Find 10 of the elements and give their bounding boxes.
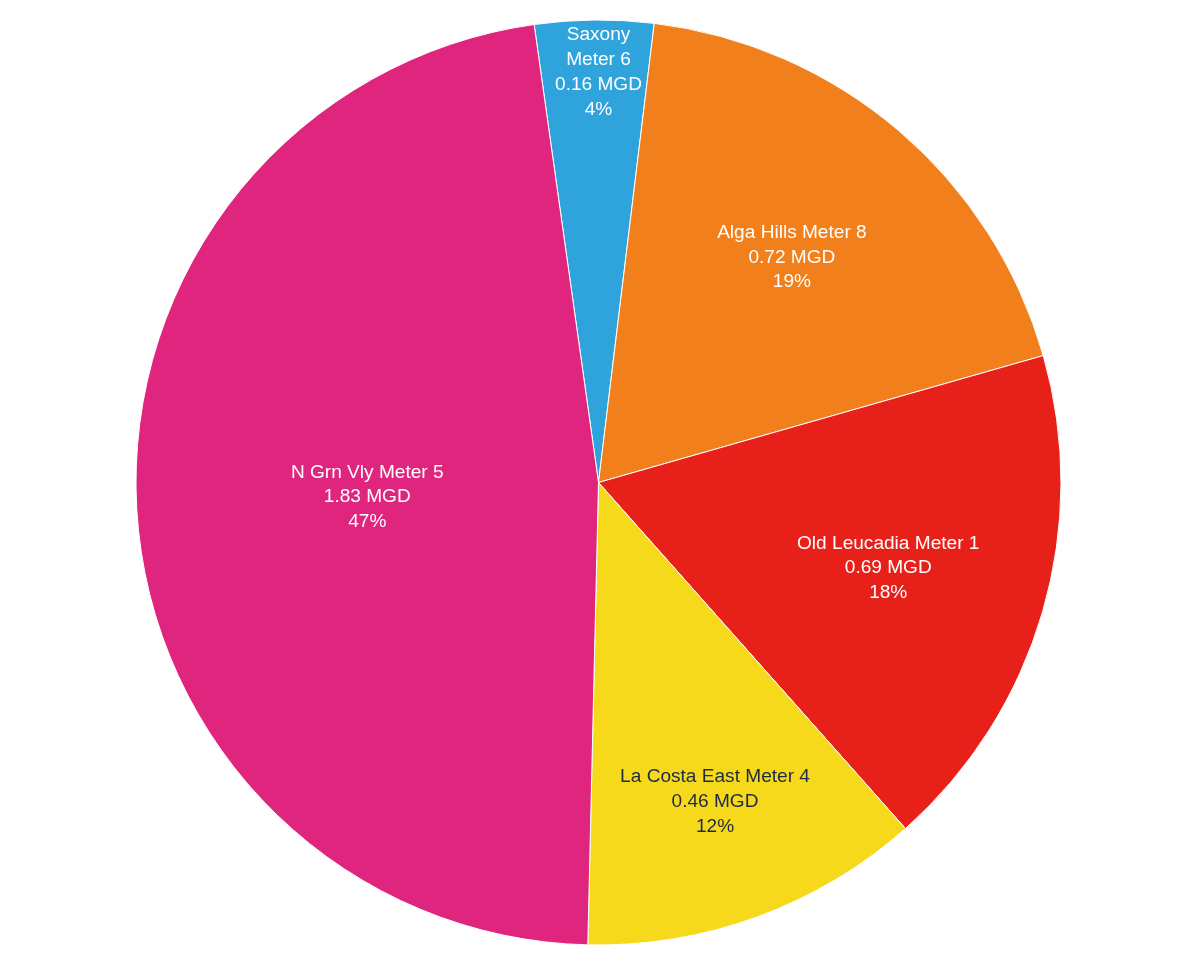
slice-label: Alga Hills Meter 8 — [717, 220, 867, 242]
slice-label: Old Leucadia Meter 1 — [797, 531, 980, 553]
data-label: 0.69 MGD 18% — [844, 556, 932, 603]
data-label: 1.83 MGD 47% — [323, 485, 411, 532]
data-label: 0.46 MGD 12% — [671, 789, 759, 836]
slice-label: Saxony Meter 6 — [566, 23, 631, 69]
data-label: 0.16 MGD 4% — [555, 72, 642, 119]
slice-label: La Costa East Meter 4 — [620, 765, 811, 787]
slice-label: N Grn Vly Meter 5 — [290, 460, 444, 482]
data-label: 0.72 MGD 19% — [748, 245, 836, 292]
